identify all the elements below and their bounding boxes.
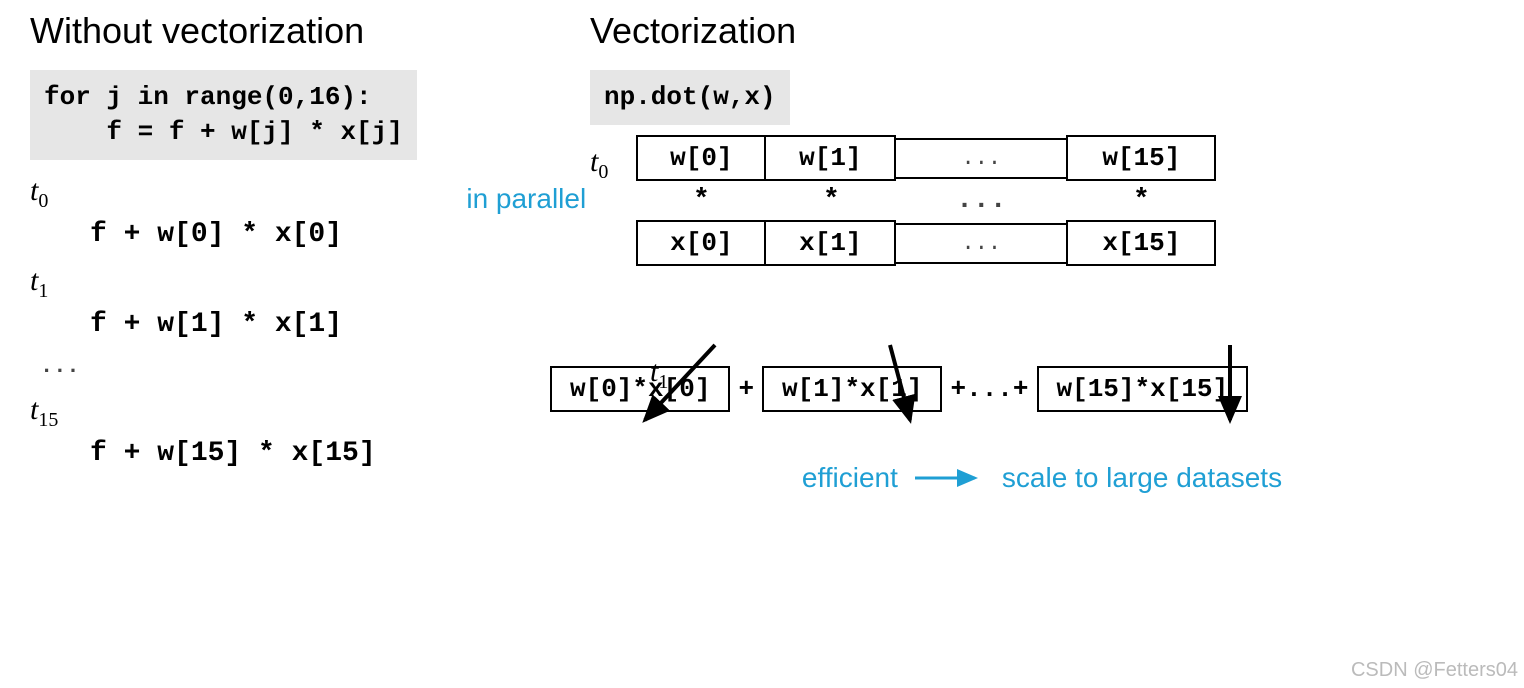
- x-cell-0: x[0]: [636, 220, 766, 266]
- efficient-arrow-icon: [910, 463, 990, 493]
- step-expr-15: f + w[15] * x[15]: [90, 438, 530, 469]
- sum-cell-15: w[15]*x[15]: [1037, 366, 1249, 412]
- w-cell-15: w[15]: [1066, 135, 1216, 181]
- diagram-container: Without vectorization for j in range(0,1…: [0, 0, 1524, 688]
- x-cell-15: x[15]: [1066, 220, 1216, 266]
- right-code-block: np.dot(w,x): [590, 70, 790, 125]
- step-t1: t1 f + w[1] * x[1]: [30, 264, 530, 340]
- right-title: Vectorization: [590, 10, 1494, 52]
- step-t15: t15 f + w[15] * x[15]: [30, 393, 530, 469]
- vectorization-panel: Vectorization np.dot(w,x) t0 w[0] w[1] .…: [560, 0, 1524, 688]
- sum-cell-0: w[0]*x[0]: [550, 366, 730, 412]
- star-0: *: [636, 185, 766, 216]
- step-expr-1: f + w[1] * x[1]: [90, 309, 530, 340]
- sum-row: w[0]*x[0] + w[1]*x[1] +...+ w[15]*x[15]: [550, 366, 1494, 412]
- w-cell-0: w[0]: [636, 135, 766, 181]
- w-array-row: w[0] w[1] ... w[15]: [636, 135, 1494, 181]
- star-row: in parallel * * ... *: [636, 185, 1494, 216]
- time-label-t15: t15: [30, 393, 58, 426]
- time-label-t1: t1: [30, 264, 48, 297]
- vector-area: t0 w[0] w[1] ... w[15] in parallel * *: [590, 135, 1494, 494]
- watermark: CSDN @Fetters04: [1351, 659, 1518, 682]
- step-t0: t0 f + w[0] * x[0]: [30, 174, 530, 250]
- left-code-block: for j in range(0,16): f = f + w[j] * x[j…: [30, 70, 417, 160]
- efficient-note: efficient scale to large datasets: [590, 462, 1494, 494]
- star-ellipsis: ...: [896, 185, 1066, 216]
- w-cell-ellipsis: ...: [896, 138, 1066, 179]
- plus-0: +: [730, 374, 762, 404]
- x-cell-ellipsis: ...: [896, 223, 1066, 264]
- efficient-label-a: efficient: [802, 462, 898, 494]
- star-1: *: [766, 185, 896, 216]
- in-parallel-label: in parallel: [466, 183, 586, 215]
- x-array-row: x[0] x[1] ... x[15]: [636, 220, 1494, 266]
- x-cell-1: x[1]: [766, 220, 896, 266]
- plus-ellipsis: +...+: [942, 374, 1036, 404]
- time-label-right-t1: t1: [650, 355, 668, 394]
- w-cell-1: w[1]: [766, 135, 896, 181]
- star-15: *: [1066, 185, 1216, 216]
- time-label-right-t0: t0: [590, 145, 608, 184]
- step-ellipsis: ...: [30, 354, 530, 379]
- time-label-t0: t0: [30, 174, 48, 207]
- sum-cell-1: w[1]*x[1]: [762, 366, 942, 412]
- efficient-label-b: scale to large datasets: [1002, 462, 1282, 494]
- without-vectorization-panel: Without vectorization for j in range(0,1…: [0, 0, 560, 688]
- left-ellipsis: ...: [40, 354, 80, 379]
- left-title: Without vectorization: [30, 10, 530, 52]
- step-expr-0: f + w[0] * x[0]: [90, 219, 530, 250]
